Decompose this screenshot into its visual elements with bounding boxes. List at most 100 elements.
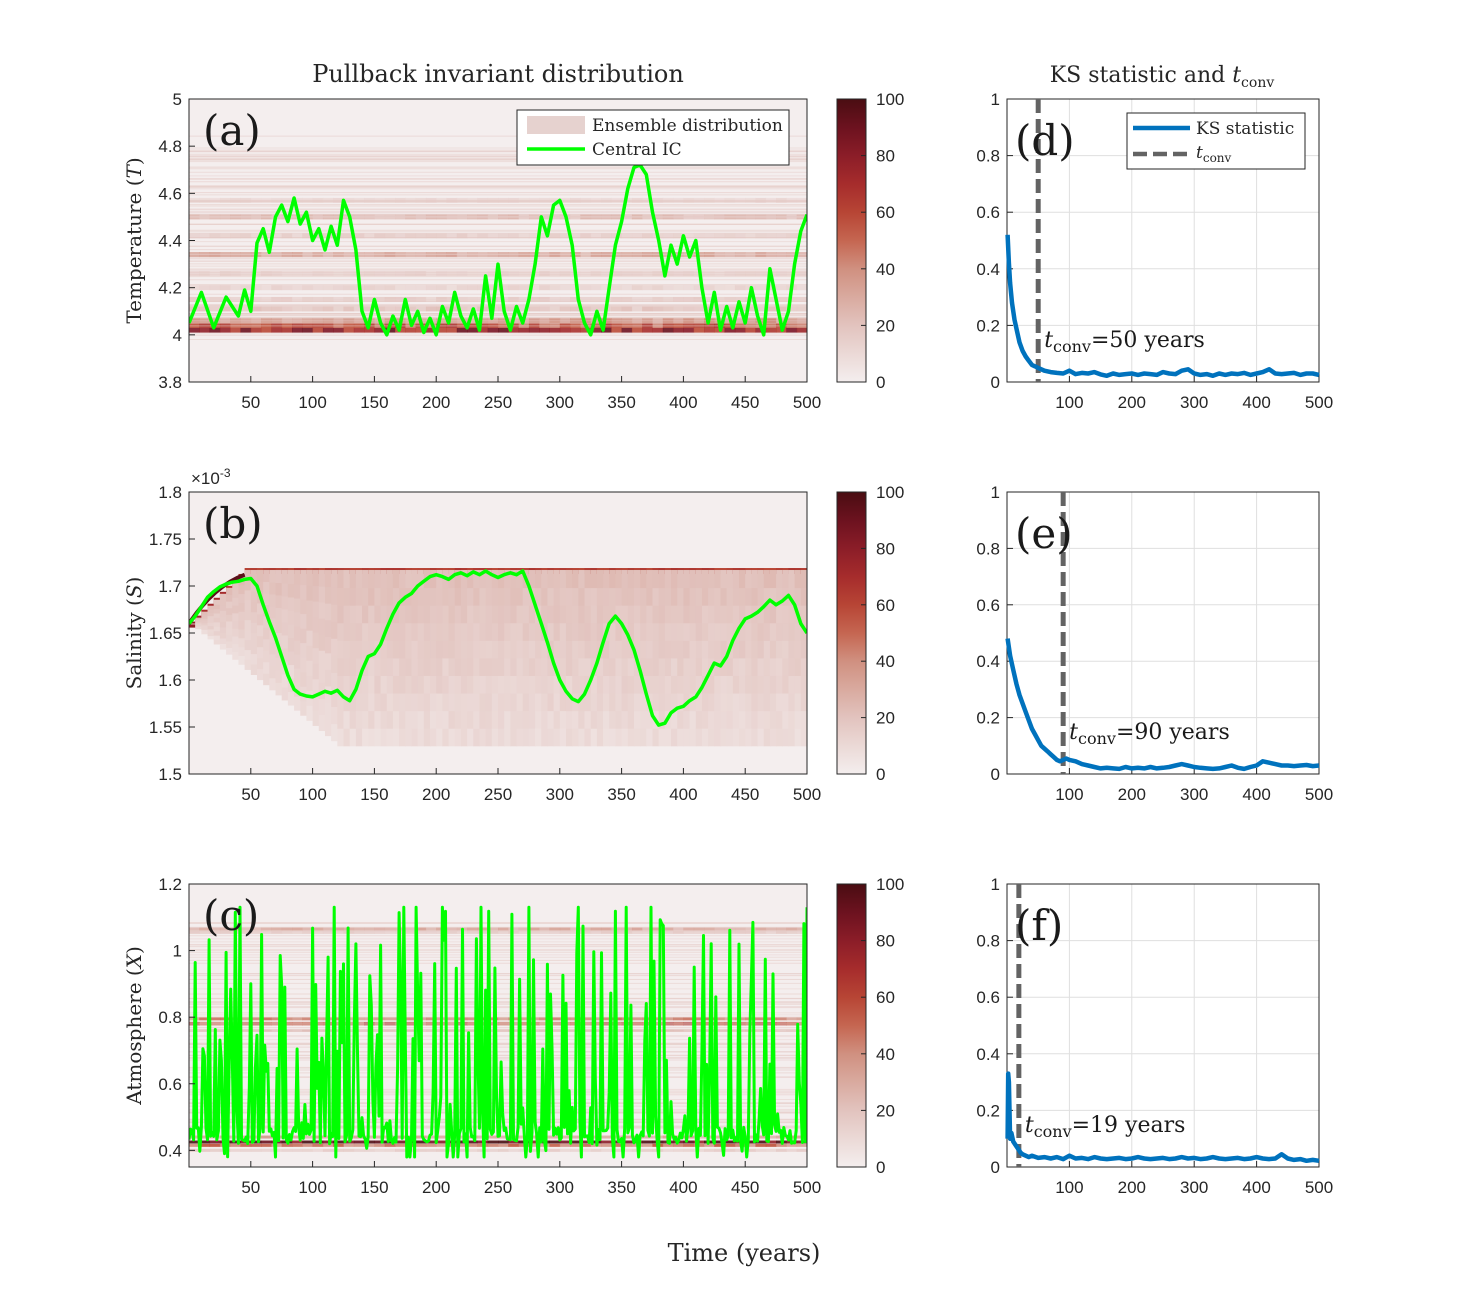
density-cell bbox=[362, 570, 369, 589]
density-cell bbox=[386, 675, 394, 694]
density-cell bbox=[232, 612, 240, 622]
density-cell bbox=[269, 605, 277, 619]
density-band bbox=[580, 930, 592, 934]
density-band bbox=[467, 1148, 478, 1152]
colorbar-label: 60 bbox=[876, 988, 895, 1007]
density-cell bbox=[263, 638, 270, 651]
density-cell bbox=[751, 675, 759, 694]
y-tick-label: 0 bbox=[991, 373, 1000, 392]
density-band bbox=[250, 1135, 262, 1139]
density-cell bbox=[343, 587, 351, 606]
density-band bbox=[776, 1017, 787, 1021]
density-cell bbox=[769, 640, 777, 659]
density-cell bbox=[658, 622, 666, 641]
density-band bbox=[209, 1140, 221, 1144]
density-cell bbox=[739, 570, 746, 589]
density-cell bbox=[652, 693, 660, 712]
y-tick-label: 1.2 bbox=[158, 875, 182, 894]
density-cell bbox=[714, 675, 722, 694]
density-cell bbox=[473, 728, 481, 747]
density-cell bbox=[355, 587, 363, 606]
ks-statistic-line bbox=[1005, 1071, 1320, 1164]
density-cell bbox=[745, 587, 752, 606]
density-cell bbox=[256, 635, 264, 648]
x-tick-label: 500 bbox=[793, 1178, 821, 1197]
density-cell bbox=[528, 710, 536, 729]
density-cell bbox=[627, 657, 635, 676]
density-cell bbox=[695, 640, 703, 659]
density-cell bbox=[213, 599, 221, 605]
density-cell bbox=[213, 626, 221, 632]
density-cell bbox=[300, 628, 308, 644]
density-band bbox=[415, 927, 427, 931]
density-cell bbox=[362, 605, 369, 624]
y-tick-label: 0.4 bbox=[158, 1141, 182, 1160]
density-cell bbox=[195, 618, 202, 621]
density-cell bbox=[238, 620, 246, 630]
density-cell bbox=[380, 605, 388, 624]
density-cell bbox=[609, 605, 617, 624]
colorbar-label: 40 bbox=[876, 1045, 895, 1064]
density-band bbox=[539, 1028, 550, 1032]
density-band bbox=[673, 1143, 684, 1147]
density-band bbox=[745, 1140, 756, 1144]
density-cell bbox=[306, 585, 314, 601]
density-cell bbox=[609, 657, 617, 676]
density-cell bbox=[374, 622, 382, 641]
density-cell bbox=[726, 587, 734, 606]
density-cell bbox=[405, 693, 413, 712]
density-band bbox=[353, 927, 365, 931]
density-cell bbox=[553, 622, 561, 641]
density-band bbox=[508, 930, 520, 934]
density-band bbox=[209, 1148, 221, 1152]
density-cell bbox=[708, 728, 715, 747]
density-band bbox=[199, 327, 211, 333]
density-band bbox=[590, 285, 602, 291]
density-band bbox=[384, 1028, 396, 1032]
density-band bbox=[642, 285, 653, 291]
central-ic-line bbox=[189, 569, 807, 727]
density-cell bbox=[498, 640, 505, 659]
density-cell bbox=[683, 657, 691, 676]
density-cell bbox=[399, 587, 406, 606]
density-cell bbox=[238, 655, 246, 665]
density-cell bbox=[219, 632, 227, 639]
density-band bbox=[353, 327, 365, 333]
density-band bbox=[539, 322, 550, 328]
density-band bbox=[240, 1148, 252, 1152]
density-band bbox=[353, 306, 365, 312]
density-cell bbox=[479, 675, 487, 694]
density-cell bbox=[263, 592, 270, 605]
density-cell bbox=[535, 675, 542, 694]
density-band bbox=[240, 1017, 252, 1021]
density-cell bbox=[448, 693, 456, 712]
density-band bbox=[374, 1125, 386, 1129]
density-cell bbox=[788, 587, 796, 606]
density-cell bbox=[701, 570, 709, 589]
density-band bbox=[549, 1143, 561, 1147]
density-cell bbox=[485, 605, 493, 624]
density-band bbox=[611, 1148, 623, 1152]
density-band bbox=[528, 927, 540, 931]
density-cell bbox=[498, 587, 505, 606]
density-cell bbox=[510, 675, 518, 694]
density-cell bbox=[596, 657, 604, 676]
density-cell bbox=[633, 605, 641, 624]
density-band bbox=[611, 1143, 623, 1147]
density-band bbox=[446, 927, 458, 931]
density-band bbox=[549, 1148, 561, 1152]
density-band bbox=[734, 1148, 746, 1152]
density-band bbox=[621, 306, 633, 312]
density-cell bbox=[547, 675, 555, 694]
density-cell bbox=[380, 728, 388, 747]
density-cell bbox=[294, 570, 301, 585]
density-cell bbox=[436, 640, 443, 659]
density-cell bbox=[374, 587, 382, 606]
density-band bbox=[518, 285, 530, 291]
density-cell bbox=[232, 636, 240, 645]
density-band bbox=[456, 306, 468, 312]
density-cell bbox=[355, 622, 363, 641]
density-band bbox=[796, 1148, 807, 1152]
density-cell bbox=[460, 622, 468, 641]
density-cell bbox=[226, 607, 233, 615]
